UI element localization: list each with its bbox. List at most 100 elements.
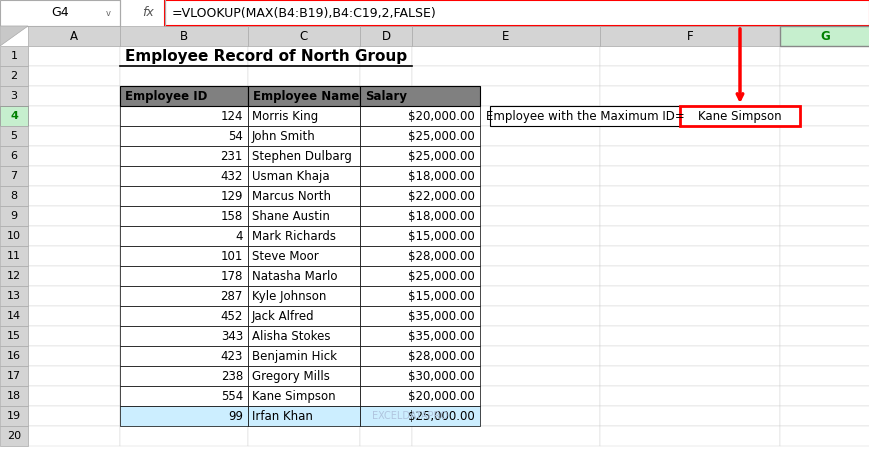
Bar — [779, 66, 869, 86]
Text: 238: 238 — [221, 370, 242, 383]
Bar — [0, 386, 28, 406]
Bar — [360, 266, 480, 286]
Bar — [412, 46, 600, 66]
Text: 554: 554 — [221, 390, 242, 402]
Bar — [120, 406, 248, 426]
Bar — [600, 206, 779, 226]
Bar — [779, 266, 869, 286]
Bar — [360, 86, 412, 106]
Bar — [360, 246, 480, 266]
Bar — [0, 366, 28, 386]
Bar — [248, 126, 360, 146]
Bar — [412, 186, 600, 206]
Bar — [248, 86, 360, 106]
Bar — [248, 286, 360, 306]
Text: 19: 19 — [7, 411, 21, 421]
Bar — [120, 266, 248, 286]
Bar — [120, 146, 248, 166]
Text: E: E — [501, 30, 509, 42]
Bar — [248, 286, 360, 306]
Bar — [360, 106, 412, 126]
Bar — [360, 246, 412, 266]
Text: 54: 54 — [228, 130, 242, 142]
Bar — [248, 266, 360, 286]
Text: 343: 343 — [221, 330, 242, 343]
Bar — [412, 426, 600, 446]
Polygon shape — [0, 26, 28, 46]
Text: 20: 20 — [7, 431, 21, 441]
Text: $28,000.00: $28,000.00 — [408, 349, 474, 362]
Bar — [248, 226, 360, 246]
Bar — [779, 106, 869, 126]
Bar — [120, 146, 248, 166]
Bar — [412, 206, 600, 226]
Text: 3: 3 — [10, 91, 17, 101]
Bar — [28, 46, 120, 66]
Bar — [0, 226, 28, 246]
Bar — [360, 346, 412, 366]
Text: Usman Khaja: Usman Khaja — [252, 170, 329, 183]
Bar — [0, 186, 28, 206]
Bar — [489, 106, 680, 126]
Bar — [779, 326, 869, 346]
Text: Steve Moor: Steve Moor — [252, 249, 318, 262]
Text: $30,000.00: $30,000.00 — [408, 370, 474, 383]
Bar — [779, 26, 869, 46]
Text: G4: G4 — [51, 6, 69, 19]
Bar — [412, 306, 600, 326]
Bar — [248, 366, 360, 386]
Bar — [360, 166, 480, 186]
Bar — [360, 406, 480, 426]
Bar — [412, 406, 600, 426]
Text: 158: 158 — [221, 209, 242, 223]
Bar — [120, 46, 248, 66]
Text: $22,000.00: $22,000.00 — [408, 189, 474, 202]
Bar — [120, 306, 248, 326]
Bar — [248, 246, 360, 266]
Bar — [28, 306, 120, 326]
Bar — [360, 66, 412, 86]
Bar — [779, 306, 869, 326]
Bar — [248, 266, 360, 286]
Bar — [120, 266, 248, 286]
Bar — [600, 406, 779, 426]
Bar — [28, 126, 120, 146]
Bar — [248, 46, 360, 66]
Bar — [600, 346, 779, 366]
Text: 9: 9 — [10, 211, 17, 221]
Bar — [360, 266, 412, 286]
Bar — [0, 346, 28, 366]
Bar — [0, 46, 28, 66]
Bar — [600, 86, 779, 106]
Text: 4: 4 — [10, 111, 18, 121]
Bar — [0, 66, 28, 86]
Bar — [120, 346, 248, 366]
Bar — [779, 126, 869, 146]
Bar — [360, 226, 480, 246]
Bar — [120, 26, 248, 46]
Bar — [120, 106, 248, 126]
Bar — [779, 286, 869, 306]
Bar — [412, 166, 600, 186]
Bar — [248, 126, 360, 146]
Bar — [248, 26, 360, 46]
Text: $25,000.00: $25,000.00 — [408, 130, 474, 142]
Text: v: v — [105, 8, 110, 18]
Bar — [28, 426, 120, 446]
Bar — [28, 366, 120, 386]
Bar — [360, 286, 412, 306]
Bar — [360, 286, 480, 306]
Text: 129: 129 — [220, 189, 242, 202]
Bar — [600, 46, 779, 66]
Bar — [412, 146, 600, 166]
Bar — [120, 286, 248, 306]
Text: =VLOOKUP(MAX(B4:B19),B4:C19,2,FALSE): =VLOOKUP(MAX(B4:B19),B4:C19,2,FALSE) — [172, 6, 436, 19]
Bar — [360, 366, 480, 386]
Bar — [248, 306, 360, 326]
Text: 452: 452 — [221, 309, 242, 323]
Bar — [0, 0, 120, 26]
Bar — [120, 86, 248, 106]
Bar — [248, 246, 360, 266]
Bar — [360, 186, 480, 206]
Bar — [28, 166, 120, 186]
